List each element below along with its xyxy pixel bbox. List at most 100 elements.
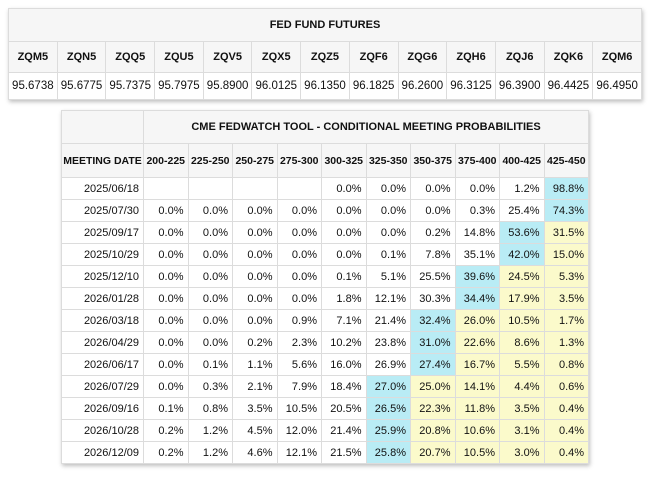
probability-cell xyxy=(276,177,322,200)
probability-cell: 4.4% xyxy=(499,375,545,398)
probability-cell: 1.2% xyxy=(187,441,233,464)
meeting-row: 2026/07/29 0.0% 0.3% 2.1% 7.9% 18.4% 27.0% 25.0… xyxy=(61,375,590,398)
futures-contract-header: ZQM6 xyxy=(592,41,642,73)
probability-cell: 32.4% xyxy=(410,309,456,332)
probability-cell: 35.1% xyxy=(454,243,500,266)
probability-cell: 20.8% xyxy=(410,419,456,442)
probability-cell: 0.2% xyxy=(232,331,278,354)
probability-cell: 22.6% xyxy=(454,331,500,354)
probability-cell: 0.0% xyxy=(321,221,367,244)
futures-price-cell: 96.4950 xyxy=(592,72,642,100)
futures-price-cell: 96.3125 xyxy=(446,72,496,100)
probabilities-header-row: MEETING DATE 200-225 225-250 250-275 275-30… xyxy=(61,143,590,178)
probability-cell: 25.0% xyxy=(410,375,456,398)
probability-cell: 7.8% xyxy=(410,243,456,266)
futures-price-cell: 95.6738 xyxy=(8,72,58,100)
rate-range-header: 425-450 xyxy=(543,143,590,178)
futures-price-cell: 95.8900 xyxy=(202,72,253,100)
probability-cell: 22.3% xyxy=(410,397,456,420)
probability-cell: 0.0% xyxy=(143,375,189,398)
probability-cell: 16.0% xyxy=(321,353,367,376)
meeting-row: 2025/07/30 0.0% 0.0% 0.0% 0.0% 0.0% 0.0% 0.0% 0.… xyxy=(61,199,590,222)
probability-cell: 1.7% xyxy=(543,309,590,332)
probability-cell: 25.4% xyxy=(499,199,545,222)
probability-cell: 0.0% xyxy=(143,265,189,288)
probability-cell xyxy=(143,177,189,200)
probability-cell: 0.4% xyxy=(543,441,590,464)
futures-contract-header: ZQM5 xyxy=(8,41,58,73)
futures-title: FED FUND FUTURES xyxy=(8,8,642,42)
probability-cell: 0.3% xyxy=(187,375,233,398)
probability-cell: 1.1% xyxy=(232,353,278,376)
fed-fund-futures-table: FED FUND FUTURES ZQM5 ZQN5 ZQQ5 ZQU5 ZQV5 ZQX… xyxy=(8,8,642,100)
probability-cell: 0.2% xyxy=(143,419,189,442)
futures-contract-header: ZQF6 xyxy=(348,41,399,73)
probability-cell: 4.6% xyxy=(232,441,278,464)
probability-cell: 0.4% xyxy=(543,397,590,420)
probability-cell: 0.0% xyxy=(187,331,233,354)
probability-cell: 0.0% xyxy=(143,199,189,222)
probability-cell: 15.0% xyxy=(543,243,590,266)
probability-cell: 0.1% xyxy=(321,265,367,288)
meeting-date-cell: 2026/10/28 xyxy=(61,419,144,442)
probability-cell: 0.1% xyxy=(187,353,233,376)
probability-cell: 10.6% xyxy=(454,419,500,442)
probability-cell: 0.0% xyxy=(143,331,189,354)
probability-cell: 12.0% xyxy=(276,419,322,442)
meeting-row: 2026/09/16 0.1% 0.8% 3.5% 10.5% 20.5% 26.5% 22.… xyxy=(61,397,590,420)
probability-cell: 39.6% xyxy=(454,265,500,288)
probability-cell: 5.6% xyxy=(276,353,322,376)
rate-range-header: 300-325 xyxy=(321,143,367,178)
probability-cell: 10.2% xyxy=(321,331,367,354)
probability-cell: 0.9% xyxy=(276,309,322,332)
futures-contract-header: ZQU5 xyxy=(154,41,204,73)
probability-cell: 21.5% xyxy=(321,441,367,464)
rate-range-header: 350-375 xyxy=(410,143,456,178)
probability-cell: 5.3% xyxy=(543,265,590,288)
probability-cell: 1.2% xyxy=(187,419,233,442)
probability-cell: 3.5% xyxy=(232,397,278,420)
probability-cell: 3.0% xyxy=(499,441,545,464)
meeting-row: 2026/06/17 0.0% 0.1% 1.1% 5.6% 16.0% 26.9% 27.4… xyxy=(61,353,590,376)
probability-cell: 0.0% xyxy=(321,243,367,266)
futures-price-cell: 96.0125 xyxy=(251,72,302,100)
probability-cell: 1.2% xyxy=(499,177,545,200)
futures-contract-header: ZQH6 xyxy=(446,41,496,73)
probability-cell: 0.0% xyxy=(232,309,278,332)
probability-cell: 14.1% xyxy=(454,375,500,398)
probability-cell: 0.0% xyxy=(187,221,233,244)
probability-cell xyxy=(187,177,233,200)
probability-cell: 0.0% xyxy=(365,177,411,200)
meeting-date-cell: 2026/06/17 xyxy=(61,353,144,376)
rate-range-header: 275-300 xyxy=(276,143,322,178)
meeting-row: 2025/06/18 0.0% 0.0% 0.0% 0.0% 1.2% 98.8% xyxy=(61,177,590,200)
probability-cell: 98.8% xyxy=(543,177,590,200)
probability-cell: 0.0% xyxy=(276,287,322,310)
meeting-date-cell: 2025/12/10 xyxy=(61,265,144,288)
probabilities-body: 2025/06/18 0.0% 0.0% 0.0% 0.0% 1.2% 98.8% 2025/… xyxy=(61,177,590,464)
rate-range-header: 325-350 xyxy=(365,143,411,178)
futures-contract-header: ZQQ5 xyxy=(105,41,156,73)
corner-blank-cell xyxy=(61,110,144,144)
probability-cell: 0.4% xyxy=(543,419,590,442)
probability-cell: 0.0% xyxy=(232,199,278,222)
probability-cell: 3.5% xyxy=(543,287,590,310)
futures-contract-header: ZQG6 xyxy=(397,41,448,73)
probability-cell: 20.7% xyxy=(410,441,456,464)
probability-cell: 21.4% xyxy=(321,419,367,442)
probability-cell: 24.5% xyxy=(499,265,545,288)
probability-cell: 0.0% xyxy=(410,199,456,222)
probability-cell: 4.5% xyxy=(232,419,278,442)
probability-cell: 0.0% xyxy=(232,221,278,244)
fedwatch-probabilities-table: CME FEDWATCH TOOL - CONDITIONAL MEETING … xyxy=(61,110,590,464)
probability-cell: 0.0% xyxy=(321,199,367,222)
futures-price-row: 95.6738 95.6775 95.7375 95.7975 95.8900 96.01… xyxy=(8,72,642,100)
probability-cell: 0.2% xyxy=(143,441,189,464)
probability-cell: 1.8% xyxy=(321,287,367,310)
meeting-date-cell: 2026/01/28 xyxy=(61,287,144,310)
meeting-date-cell: 2025/06/18 xyxy=(61,177,144,200)
meeting-row: 2025/12/10 0.0% 0.0% 0.0% 0.0% 0.1% 5.1% 25.5% 3… xyxy=(61,265,590,288)
probability-cell: 0.0% xyxy=(143,287,189,310)
probability-cell: 11.8% xyxy=(454,397,500,420)
probability-cell: 14.8% xyxy=(454,221,500,244)
